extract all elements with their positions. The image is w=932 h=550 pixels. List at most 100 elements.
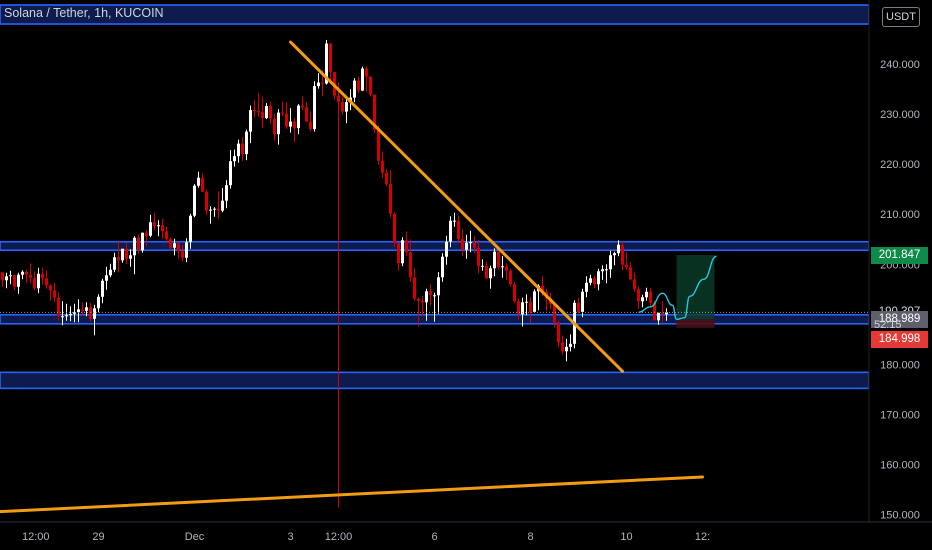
candle-body [601,269,604,272]
candle-body [593,278,596,285]
price-axis[interactable]: 150.000160.000170.000180.000190.000200.0… [868,0,932,550]
candle-body [469,242,472,244]
support-resistance-zones [0,4,870,390]
candle-body [185,242,188,258]
zone-rect[interactable] [0,240,870,252]
candle-body [33,277,36,289]
candle-body [369,76,372,95]
currency-button[interactable]: USDT [882,7,920,27]
candle-body [449,220,452,242]
candle-body [541,285,544,292]
candle-body [101,280,104,297]
candle-body [525,301,528,303]
time-tick-label: 3 [287,531,293,543]
candle-body [289,121,292,127]
candle-body [233,156,236,162]
time-axis[interactable]: 12:00 29 Dec 3 12:00 6 8 10 12: [0,521,932,550]
candle-body [505,266,508,271]
candle-body [517,301,520,315]
candle-body [489,268,492,279]
candle-body [125,248,128,259]
countdown-label: 52:15 [874,319,902,332]
candle-body [397,243,400,264]
candle-body [645,291,648,298]
candle-body [193,185,196,216]
candle-body [497,251,500,268]
candle-body [81,309,84,311]
long-position-tool[interactable] [676,255,715,328]
candle-body [637,289,640,302]
candle-body [453,220,456,222]
candle-body [113,257,116,270]
price-tick-label: 170.000 [880,409,920,421]
candle-body [661,312,664,315]
price-label: 201.847 [871,246,928,264]
candle-body [665,312,668,315]
candle-body [197,177,200,186]
candle-body [493,251,496,269]
candle-body [621,244,624,265]
candle-body [25,271,28,275]
trendline[interactable] [0,475,704,515]
candle-body [613,253,616,256]
time-tick-label: 8 [527,531,533,543]
candle-body [433,295,436,297]
symbol-title: Solana / Tether, 1h, KUCOIN [4,6,164,20]
time-tick-label: Dec [185,531,205,543]
price-tick-label: 210.000 [880,209,920,221]
candle-body [265,106,268,119]
candle-body [377,129,380,161]
candle-body [341,102,344,112]
target-area[interactable] [676,255,715,320]
candle-body [229,161,232,186]
candle-body [581,291,584,312]
candle-body [205,191,208,211]
candle-body [65,315,68,317]
candle-body [353,80,356,98]
trendline[interactable] [289,40,624,373]
price-tick-label: 150.000 [880,509,920,521]
stop-area[interactable] [676,319,715,328]
time-tick-label: 29 [92,531,104,543]
candle-body [189,215,192,243]
candle-body [649,291,652,303]
candle-body [345,102,348,112]
price-tick-label: 160.000 [880,459,920,471]
candle-body [633,279,636,290]
candle-body [29,274,32,278]
candle-body [253,110,256,112]
candle-body [457,220,460,240]
candle-body [293,121,296,129]
candle-body [309,121,312,130]
trendlines[interactable] [0,40,704,515]
candle-body [653,302,656,321]
candle-body [481,265,484,267]
candle-body [569,343,572,347]
candle-body [69,313,72,316]
candle-body [561,342,564,352]
candle-body [409,252,412,278]
zone-rect[interactable] [0,371,870,390]
candle-body [373,94,376,130]
candle-body [105,275,108,281]
candle-body [657,312,660,321]
candle-body [417,298,420,301]
candle-body [17,274,20,287]
candle-body [1,272,4,281]
candle-body [605,269,608,271]
candle-body [165,231,168,240]
candle-body [73,312,76,314]
price-tick-label: 230.000 [880,109,920,121]
candle-body [41,273,44,279]
candle-body [465,242,468,250]
candle-body [329,43,332,73]
projection-curve [638,255,717,321]
candle-body [617,244,620,254]
candle-body [57,297,60,317]
candle-body [237,143,240,157]
candle-body [241,143,244,155]
candle-body [305,107,308,122]
candlestick-series [1,40,668,508]
candle-body [149,222,152,236]
